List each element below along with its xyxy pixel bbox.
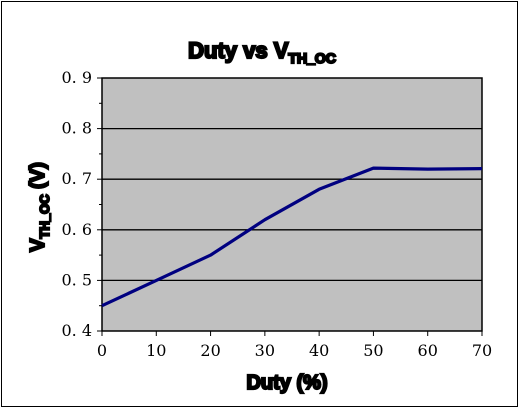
y-tick-label: 0. 9 (61, 68, 92, 87)
y-tick-label: 0. 8 (61, 119, 92, 138)
y-axis-label: VTH_OC (V) (27, 162, 52, 252)
x-tick-label: 20 (200, 341, 220, 360)
chart-title-main: Duty vs V (188, 38, 289, 63)
chart-title-subscript: TH_OC (288, 50, 335, 66)
x-tick-label: 10 (146, 341, 166, 360)
x-tick-label: 50 (363, 341, 383, 360)
x-axis-label: Duty (%) (246, 372, 327, 394)
x-tick-label: 30 (255, 341, 275, 360)
chart-title: Duty vs VTH_OC (188, 38, 336, 66)
x-tick-label: 70 (472, 341, 492, 360)
y-tick-label: 0. 4 (61, 321, 92, 340)
y-tick-label: 0. 5 (61, 270, 92, 289)
y-axis-label-unit: (V) (27, 162, 49, 194)
gridlines (102, 127, 482, 282)
x-axis-ticks: 0 10 20 30 40 50 60 70 (97, 331, 492, 360)
x-tick-label: 60 (418, 341, 438, 360)
y-axis-ticks: 0. 4 0. 5 0. 6 0. 7 0. 8 0. 9 (61, 68, 102, 340)
x-tick-label: 40 (309, 341, 329, 360)
series-line (101, 166, 483, 308)
y-axis-label-main: V (27, 238, 49, 252)
y-tick-label: 0. 6 (61, 220, 92, 239)
y-axis-label-subscript: TH_OC (37, 194, 52, 239)
y-tick-label: 0. 7 (61, 169, 92, 188)
x-tick-label: 0 (97, 341, 107, 360)
